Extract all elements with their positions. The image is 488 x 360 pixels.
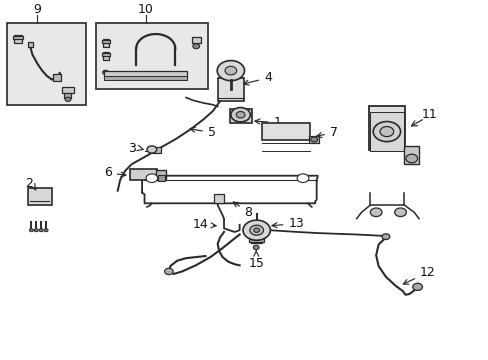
- Text: 9: 9: [33, 3, 41, 16]
- Circle shape: [102, 70, 108, 75]
- Circle shape: [394, 208, 406, 217]
- Circle shape: [297, 174, 308, 183]
- Bar: [27, 42, 33, 47]
- Text: 13: 13: [271, 217, 304, 230]
- Bar: [104, 76, 186, 80]
- Bar: [27, 188, 52, 205]
- Bar: [368, 107, 405, 149]
- Text: 5: 5: [190, 126, 216, 139]
- Circle shape: [65, 97, 71, 102]
- Bar: [214, 194, 224, 203]
- Bar: [96, 23, 207, 89]
- Circle shape: [253, 228, 259, 232]
- Circle shape: [379, 127, 393, 136]
- Text: 11: 11: [421, 108, 437, 121]
- Bar: [156, 170, 166, 179]
- Text: 15: 15: [248, 251, 264, 270]
- Bar: [14, 35, 21, 43]
- Circle shape: [146, 174, 158, 183]
- Bar: [103, 39, 109, 46]
- Bar: [217, 78, 244, 101]
- Circle shape: [405, 154, 417, 163]
- Bar: [250, 236, 261, 243]
- Text: 7: 7: [316, 126, 337, 139]
- Bar: [104, 71, 186, 78]
- Bar: [53, 74, 61, 81]
- Bar: [191, 37, 200, 43]
- Circle shape: [147, 146, 157, 153]
- Circle shape: [249, 225, 263, 235]
- Text: 1: 1: [254, 116, 281, 129]
- Bar: [103, 52, 109, 60]
- Bar: [248, 238, 263, 242]
- Text: 10: 10: [138, 3, 154, 16]
- Text: 14: 14: [192, 218, 216, 231]
- Bar: [61, 87, 74, 93]
- Circle shape: [243, 220, 270, 240]
- Circle shape: [381, 234, 389, 239]
- Circle shape: [372, 122, 400, 141]
- Circle shape: [29, 229, 33, 231]
- Circle shape: [192, 44, 199, 49]
- Circle shape: [39, 229, 43, 231]
- Bar: [261, 123, 310, 140]
- Bar: [13, 36, 22, 40]
- Bar: [158, 175, 164, 181]
- Circle shape: [412, 283, 422, 291]
- Bar: [64, 93, 71, 98]
- Circle shape: [217, 60, 244, 81]
- Circle shape: [230, 108, 250, 122]
- Text: 3: 3: [128, 142, 136, 155]
- Bar: [369, 112, 403, 151]
- Circle shape: [44, 229, 48, 231]
- Bar: [309, 136, 319, 143]
- Circle shape: [253, 245, 259, 249]
- Circle shape: [236, 112, 244, 118]
- Bar: [152, 147, 160, 153]
- Bar: [102, 40, 110, 43]
- Bar: [130, 169, 157, 180]
- Circle shape: [34, 229, 38, 231]
- Bar: [229, 109, 251, 123]
- Circle shape: [164, 268, 173, 275]
- Circle shape: [310, 137, 317, 142]
- Text: 2: 2: [25, 177, 33, 190]
- Text: 6: 6: [104, 166, 125, 179]
- Circle shape: [369, 208, 381, 217]
- Text: 4: 4: [243, 71, 271, 85]
- Circle shape: [224, 66, 236, 75]
- Bar: [102, 53, 110, 56]
- Bar: [6, 23, 86, 105]
- Text: 12: 12: [403, 266, 435, 284]
- Text: 8: 8: [233, 202, 252, 219]
- Bar: [404, 146, 418, 164]
